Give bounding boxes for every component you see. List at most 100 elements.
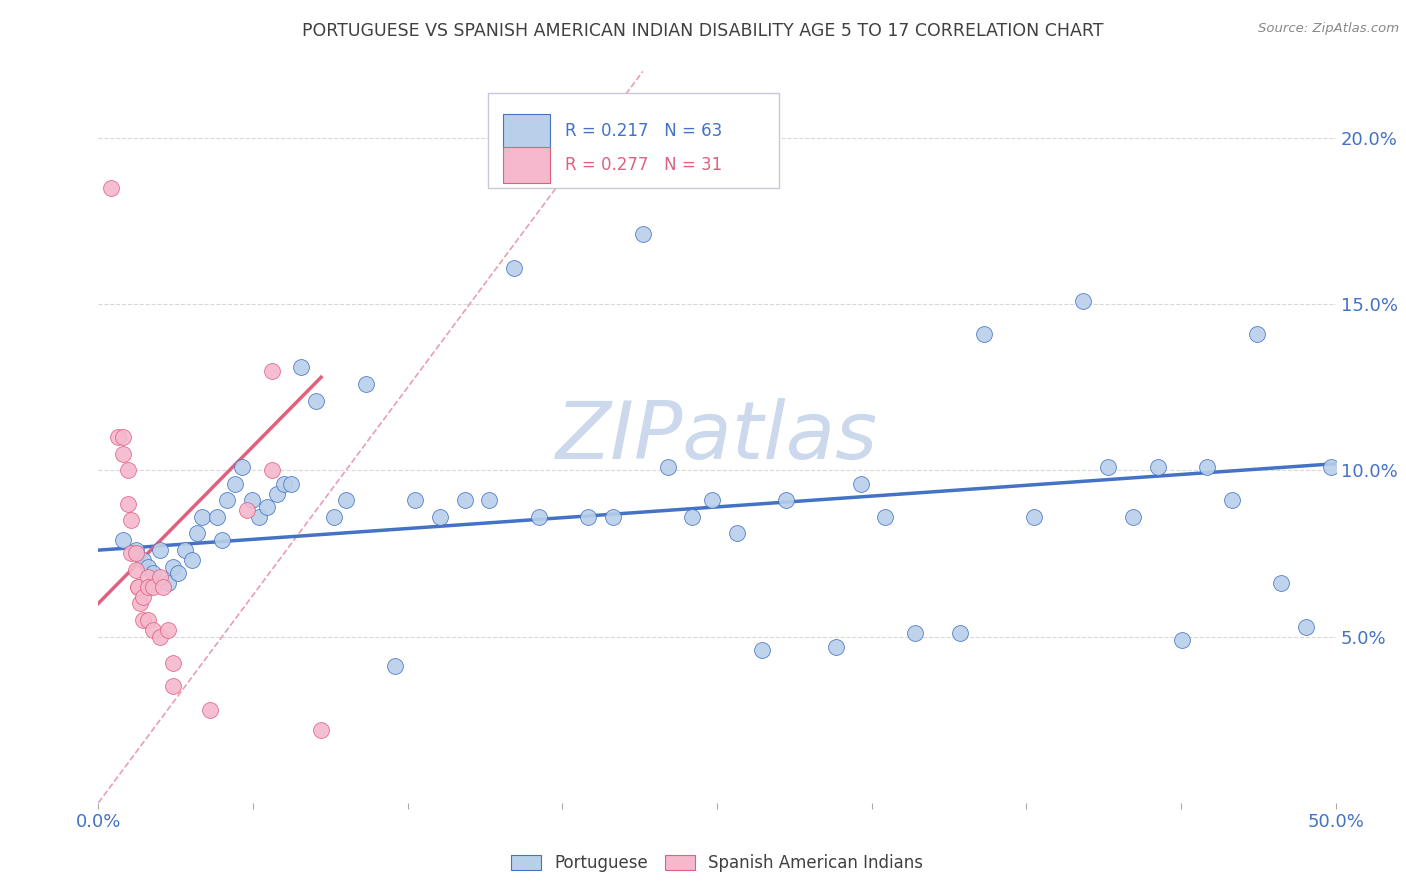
Point	[1295, 619, 1317, 633]
Point	[162, 656, 184, 670]
Point	[973, 326, 995, 341]
Point	[1319, 460, 1341, 475]
Point	[136, 570, 159, 584]
Point	[527, 509, 550, 524]
Point	[156, 576, 179, 591]
Point	[136, 559, 159, 574]
Text: ZIPatlas: ZIPatlas	[555, 398, 879, 476]
Point	[429, 509, 451, 524]
Point	[657, 460, 679, 475]
Text: Source: ZipAtlas.com: Source: ZipAtlas.com	[1258, 22, 1399, 36]
Point	[162, 680, 184, 694]
Point	[849, 476, 872, 491]
Point	[240, 493, 263, 508]
Point	[117, 497, 139, 511]
Point	[112, 447, 135, 461]
Point	[211, 533, 233, 548]
Point	[256, 500, 278, 514]
Point	[1071, 293, 1094, 308]
Point	[181, 553, 204, 567]
Point	[231, 460, 253, 475]
Point	[224, 476, 246, 491]
Point	[247, 509, 270, 524]
Point	[700, 493, 723, 508]
Point	[156, 623, 179, 637]
Point	[124, 543, 146, 558]
Point	[404, 493, 426, 508]
Point	[290, 360, 312, 375]
Point	[775, 493, 797, 508]
Point	[129, 596, 152, 610]
Point	[132, 613, 155, 627]
Point	[335, 493, 357, 508]
Point	[236, 503, 259, 517]
Point	[191, 509, 214, 524]
Point	[453, 493, 475, 508]
Point	[602, 509, 624, 524]
Point	[576, 509, 599, 524]
Point	[120, 513, 142, 527]
Point	[681, 509, 703, 524]
Point	[280, 476, 302, 491]
Point	[127, 580, 149, 594]
Point	[100, 180, 122, 194]
Point	[273, 476, 295, 491]
Point	[322, 509, 344, 524]
Point	[217, 493, 239, 508]
Point	[149, 543, 172, 558]
Point	[142, 580, 165, 594]
Point	[1022, 509, 1045, 524]
Point	[142, 623, 165, 637]
Point	[136, 580, 159, 594]
Point	[174, 543, 197, 558]
Point	[384, 659, 406, 673]
Point	[266, 486, 288, 500]
Point	[132, 553, 155, 567]
Point	[149, 570, 172, 584]
Point	[309, 723, 332, 737]
Point	[142, 566, 165, 581]
Point	[948, 626, 970, 640]
Text: PORTUGUESE VS SPANISH AMERICAN INDIAN DISABILITY AGE 5 TO 17 CORRELATION CHART: PORTUGUESE VS SPANISH AMERICAN INDIAN DI…	[302, 22, 1104, 40]
Point	[824, 640, 846, 654]
Point	[904, 626, 927, 640]
FancyBboxPatch shape	[503, 114, 550, 149]
Point	[127, 580, 149, 594]
Point	[162, 559, 184, 574]
Point	[503, 260, 526, 275]
Point	[1270, 576, 1292, 591]
Point	[1097, 460, 1119, 475]
Point	[478, 493, 501, 508]
Point	[132, 590, 155, 604]
Point	[725, 526, 748, 541]
Point	[117, 463, 139, 477]
Point	[1220, 493, 1243, 508]
Point	[354, 376, 377, 391]
Point	[112, 430, 135, 444]
Point	[1246, 326, 1268, 341]
Point	[260, 463, 283, 477]
FancyBboxPatch shape	[488, 94, 779, 188]
Point	[631, 227, 654, 242]
Point	[112, 533, 135, 548]
Point	[260, 363, 283, 377]
Text: R = 0.277   N = 31: R = 0.277 N = 31	[565, 156, 723, 174]
Point	[136, 613, 159, 627]
Point	[107, 430, 129, 444]
Point	[205, 509, 228, 524]
Point	[124, 546, 146, 560]
Point	[152, 580, 174, 594]
Point	[166, 566, 188, 581]
FancyBboxPatch shape	[503, 147, 550, 183]
Point	[124, 563, 146, 577]
Point	[875, 509, 897, 524]
Point	[1195, 460, 1218, 475]
Point	[1146, 460, 1168, 475]
Legend: Portuguese, Spanish American Indians: Portuguese, Spanish American Indians	[505, 847, 929, 879]
Point	[1122, 509, 1144, 524]
Point	[305, 393, 328, 408]
Point	[120, 546, 142, 560]
Text: R = 0.217   N = 63: R = 0.217 N = 63	[565, 122, 723, 140]
Point	[149, 630, 172, 644]
Point	[751, 643, 773, 657]
